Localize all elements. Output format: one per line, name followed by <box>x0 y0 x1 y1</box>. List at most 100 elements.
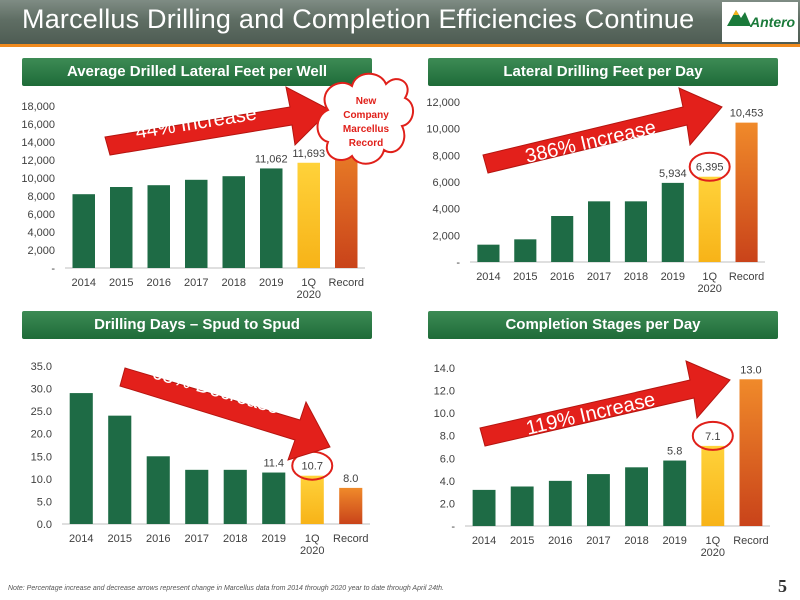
x-tick-label: 1Q <box>702 271 717 283</box>
chart-completion-stages: - 2.0 4.0 6.0 8.0 10.0 12.0 14.0 2014 2015 2016 201… <box>400 352 800 562</box>
x-tick-label: 1Q <box>705 535 720 547</box>
x-tick-label: 2018 <box>223 533 247 545</box>
bar <box>335 121 358 269</box>
bar <box>300 475 324 524</box>
bar <box>698 176 721 262</box>
panel-title-feet-per-day: Lateral Drilling Feet per Day <box>428 58 778 86</box>
y-tick-label: 14.0 <box>434 363 455 375</box>
x-tick-label: 2019 <box>262 533 286 545</box>
y-tick-label: 35.0 <box>31 361 52 373</box>
bar <box>69 393 93 524</box>
y-tick-label: 0.0 <box>37 519 52 531</box>
bar <box>472 489 496 526</box>
y-tick-label: 30.0 <box>31 384 52 396</box>
bar <box>551 216 574 262</box>
y-tick-label: 12,000 <box>426 97 460 109</box>
y-tick-label: 6,000 <box>27 209 55 221</box>
bar <box>625 467 648 526</box>
x-tick-label: 1Q <box>305 533 320 545</box>
y-tick-label: 5.0 <box>37 496 52 508</box>
y-tick-label: 2,000 <box>432 230 460 242</box>
bar <box>339 487 363 524</box>
x-tick-label: 2020 <box>300 545 324 557</box>
y-tick-label: 4.0 <box>440 476 455 488</box>
x-tick-label: 2017 <box>184 277 208 289</box>
data-label: 5,934 <box>659 168 687 180</box>
data-label: 10.7 <box>302 461 323 473</box>
y-tick-label: 14,000 <box>21 137 55 149</box>
bar <box>663 460 687 526</box>
bar <box>735 122 758 262</box>
bar <box>185 179 208 268</box>
y-tick-label: 2.0 <box>440 498 455 510</box>
y-tick-label: - <box>456 257 460 269</box>
x-tick-label: 2014 <box>72 277 96 289</box>
data-label: 11,062 <box>255 153 288 165</box>
x-tick-label: Record <box>733 535 768 547</box>
logo-text: Antero <box>750 14 796 30</box>
data-label: 11,693 <box>292 148 325 160</box>
bar <box>588 201 611 262</box>
y-tick-label: 10.0 <box>434 408 455 420</box>
x-tick-label: 2016 <box>548 535 572 547</box>
chart-feet-per-day: - 2,000 4,000 6,000 8,000 10,000 12,000 2014 201… <box>400 92 800 302</box>
bar <box>260 168 283 268</box>
x-tick-label: 2018 <box>624 271 648 283</box>
chart-drilling-days: 0.0 5.0 10.0 15.0 20.0 25.0 30.0 35.0 2014 2015 20… <box>0 352 400 562</box>
chart-svg: 0.0 5.0 10.0 15.0 20.0 25.0 30.0 35.0 2014 2015 20… <box>31 361 370 557</box>
chart-svg: - 2,000 4,000 6,000 8,000 10,000 12,000 2014 201… <box>426 97 765 295</box>
footnote: Note: Percentage increase and decrease a… <box>8 585 444 592</box>
bar <box>223 469 247 524</box>
data-label: 8.0 <box>343 473 358 485</box>
x-tick-label: 2020 <box>697 283 721 295</box>
x-tick-label: 2015 <box>108 533 132 545</box>
y-tick-label: 8,000 <box>27 191 55 203</box>
x-tick-label: 2019 <box>259 277 283 289</box>
y-tick-label: 6,000 <box>432 177 460 189</box>
x-tick-label: 2019 <box>662 535 686 547</box>
y-tick-label: - <box>451 521 455 533</box>
y-tick-label: 12,000 <box>21 155 55 167</box>
panel-title-drilling-days: Drilling Days – Spud to Spud <box>22 311 372 339</box>
x-tick-label: 2017 <box>586 535 610 547</box>
title-underline <box>0 44 800 47</box>
data-label: 7.1 <box>705 431 720 443</box>
x-tick-label: 2020 <box>701 547 725 559</box>
data-label: 11.4 <box>263 458 284 470</box>
x-tick-label: 2017 <box>587 271 611 283</box>
x-tick-label: 2014 <box>476 271 500 283</box>
chart-svg: - 2,000 4,000 6,000 8,000 10,000 12,000 14,000 1… <box>21 101 365 301</box>
y-tick-label: 12.0 <box>434 386 455 398</box>
bar <box>739 379 763 526</box>
data-label: 5.8 <box>667 446 682 458</box>
x-tick-label: 2016 <box>550 271 574 283</box>
chart-svg: - 2.0 4.0 6.0 8.0 10.0 12.0 14.0 2014 2015 2016 201… <box>434 363 770 559</box>
page-number: 5 <box>778 576 787 596</box>
x-tick-label: 2015 <box>109 277 133 289</box>
data-label: 6,395 <box>696 162 724 174</box>
bar <box>661 182 684 262</box>
y-tick-label: 25.0 <box>31 406 52 418</box>
y-tick-label: 16,000 <box>21 119 55 131</box>
mountain-logo-icon <box>727 10 751 26</box>
bar <box>185 469 209 524</box>
y-tick-label: 4,000 <box>27 227 55 239</box>
bar <box>624 201 647 262</box>
bar <box>72 194 95 268</box>
x-tick-label: 2018 <box>624 535 648 547</box>
y-tick-label: 4,000 <box>432 204 460 216</box>
bar <box>147 185 170 268</box>
panel-title-completion-stages: Completion Stages per Day <box>428 311 778 339</box>
y-tick-label: 6.0 <box>440 453 455 465</box>
panel-title-lateral-feet: Average Drilled Lateral Feet per Well <box>22 58 372 86</box>
bar <box>510 486 534 526</box>
x-tick-label: 2014 <box>472 535 496 547</box>
y-tick-label: 8.0 <box>440 431 455 443</box>
x-tick-label: Record <box>329 277 364 289</box>
bar <box>222 176 245 268</box>
bar <box>477 244 500 262</box>
y-tick-label: 18,000 <box>21 101 55 113</box>
y-tick-label: 10,000 <box>21 173 55 185</box>
data-label: 13.0 <box>740 364 761 376</box>
y-tick-label: 8,000 <box>432 150 460 162</box>
